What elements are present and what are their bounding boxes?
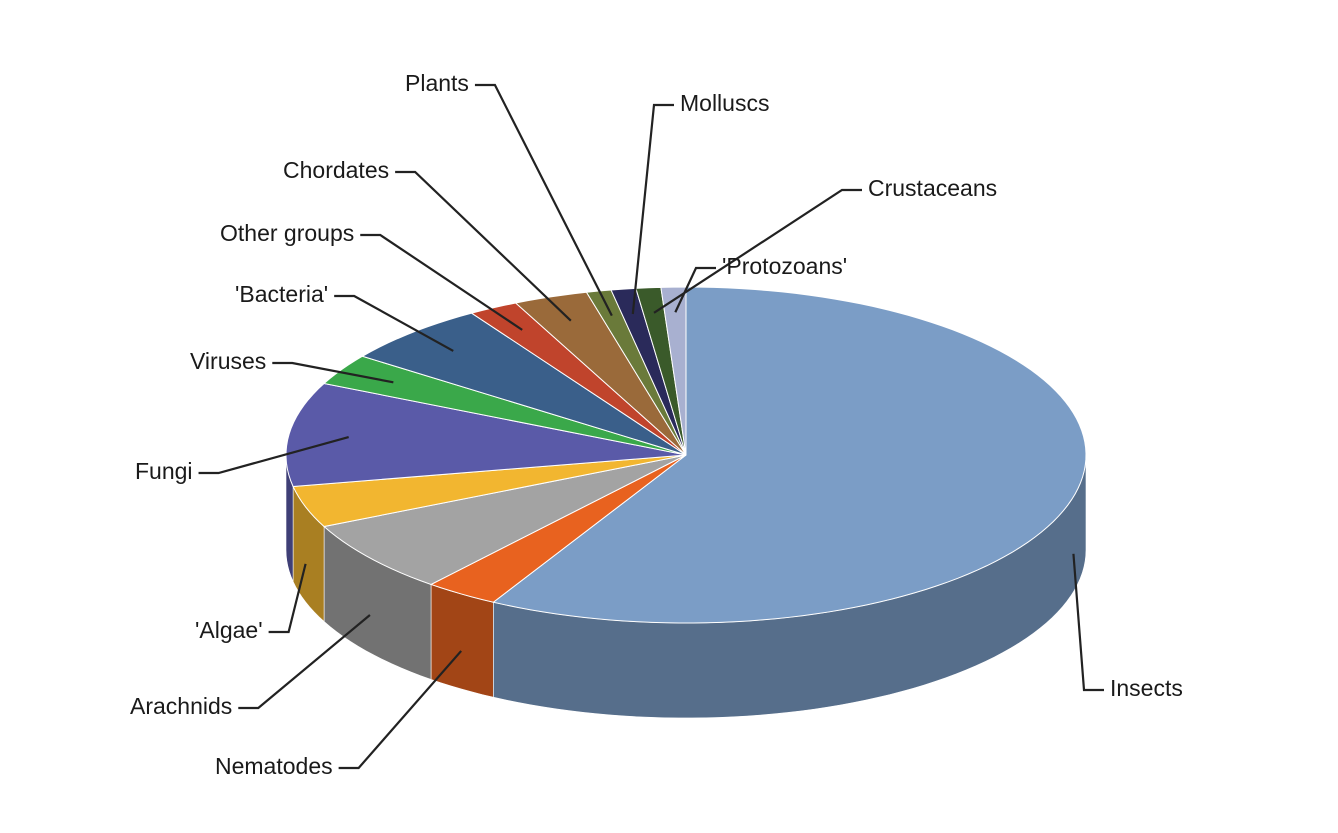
slice-label: Fungi [135,458,193,484]
leader-line [633,105,674,314]
slice-label: Arachnids [130,693,232,719]
slice-label: 'Bacteria' [235,281,328,307]
slice-label: Viruses [190,348,266,374]
leader-line [475,85,612,316]
slice-label: Molluscs [680,90,769,116]
chart: Insects Nematodes Arachnids 'Algae' Fungi Vir… [0,0,1338,833]
slice-label: Insects [1110,675,1183,701]
slice-label: Chordates [283,157,389,183]
slice-label: 'Protozoans' [722,253,847,279]
slice-label: Plants [405,70,469,96]
slice-label: Crustaceans [868,175,997,201]
slice-label: 'Algae' [195,617,263,643]
slice-side [431,584,493,697]
slice-label: Other groups [220,220,354,246]
pie-tops [286,287,1086,623]
slice-label: Nematodes [215,753,333,779]
